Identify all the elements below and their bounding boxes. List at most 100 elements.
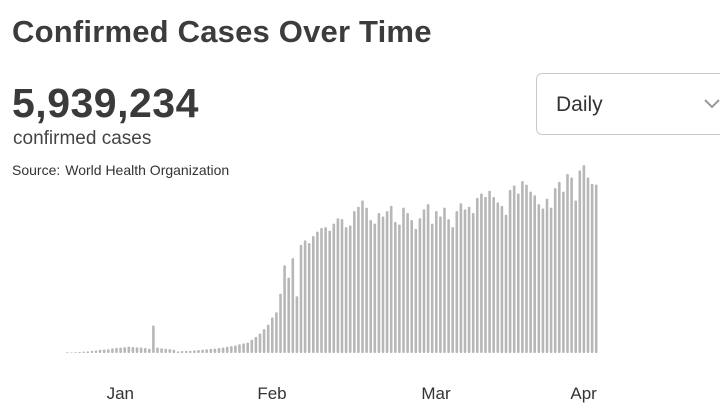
x-tick-label: Mar bbox=[421, 384, 451, 403]
bar bbox=[476, 197, 479, 353]
bar bbox=[385, 211, 389, 353]
bar bbox=[250, 339, 254, 353]
bar bbox=[320, 228, 323, 353]
period-dropdown[interactable]: Daily bbox=[536, 73, 720, 135]
bar bbox=[504, 214, 508, 353]
bar bbox=[549, 207, 553, 353]
bar bbox=[574, 200, 577, 353]
bar bbox=[348, 225, 352, 353]
bar bbox=[316, 231, 319, 353]
bar bbox=[377, 212, 381, 353]
bar bbox=[488, 190, 491, 353]
bar bbox=[439, 216, 442, 353]
bar bbox=[86, 351, 90, 353]
bar bbox=[500, 205, 504, 353]
bar bbox=[566, 173, 569, 353]
bar bbox=[381, 216, 385, 353]
bar bbox=[242, 343, 245, 353]
bar bbox=[246, 342, 249, 353]
bar bbox=[459, 203, 463, 353]
bar bbox=[168, 349, 172, 353]
bar bbox=[394, 221, 397, 353]
chevron-down-icon bbox=[704, 99, 720, 109]
bar bbox=[262, 329, 266, 353]
bar bbox=[152, 325, 155, 353]
bar bbox=[271, 317, 274, 353]
bar bbox=[115, 347, 118, 353]
bar bbox=[328, 230, 331, 353]
page-title: Confirmed Cases Over Time bbox=[12, 14, 432, 49]
x-tick-labels: Jan Feb Mar Apr bbox=[107, 384, 598, 403]
bar bbox=[180, 351, 184, 353]
bar bbox=[471, 212, 475, 353]
bar bbox=[389, 205, 393, 353]
bar bbox=[164, 348, 167, 353]
bar bbox=[484, 197, 487, 353]
bar bbox=[234, 345, 237, 353]
bar bbox=[98, 349, 102, 353]
period-dropdown-value: Daily bbox=[556, 93, 603, 116]
bar bbox=[586, 177, 590, 353]
bar bbox=[463, 209, 467, 353]
bars-group bbox=[66, 165, 598, 354]
bar bbox=[344, 227, 348, 353]
bar bbox=[102, 349, 106, 353]
bar bbox=[156, 347, 159, 353]
bar bbox=[82, 351, 85, 353]
bar bbox=[119, 347, 122, 353]
bar bbox=[176, 351, 180, 353]
bar bbox=[193, 350, 196, 353]
bar bbox=[201, 349, 204, 353]
bar bbox=[283, 265, 286, 353]
bar bbox=[189, 350, 192, 353]
bar bbox=[66, 352, 69, 353]
bar bbox=[410, 220, 413, 353]
x-tick-label: Jan bbox=[107, 384, 134, 403]
bar bbox=[287, 277, 290, 353]
bar bbox=[213, 348, 217, 353]
bar bbox=[582, 165, 586, 353]
bar bbox=[324, 227, 327, 353]
bar bbox=[361, 200, 364, 353]
bar bbox=[107, 349, 110, 353]
bar bbox=[430, 223, 434, 353]
bar bbox=[406, 212, 409, 353]
bar bbox=[426, 204, 430, 353]
bar bbox=[435, 211, 438, 353]
bar bbox=[266, 324, 270, 353]
bar bbox=[451, 227, 454, 353]
bar bbox=[197, 349, 200, 353]
bar bbox=[238, 344, 241, 353]
bar bbox=[562, 191, 565, 353]
bar bbox=[365, 207, 368, 353]
bar bbox=[225, 346, 229, 353]
bar bbox=[447, 219, 450, 353]
bar bbox=[455, 211, 459, 353]
bar bbox=[558, 181, 561, 353]
bar bbox=[209, 348, 213, 353]
bar bbox=[135, 347, 139, 353]
bar bbox=[422, 209, 426, 353]
bar bbox=[70, 352, 73, 354]
bar bbox=[279, 293, 282, 353]
bar bbox=[332, 223, 336, 353]
bar bbox=[541, 208, 545, 353]
bar bbox=[143, 348, 147, 353]
bar bbox=[480, 193, 483, 353]
bar bbox=[418, 218, 422, 353]
bar bbox=[291, 258, 295, 353]
source-label: Source: bbox=[12, 162, 61, 178]
bar bbox=[74, 352, 77, 353]
bar bbox=[139, 347, 143, 353]
bar bbox=[336, 218, 340, 353]
bar bbox=[221, 347, 225, 353]
bar bbox=[299, 244, 303, 353]
bar bbox=[312, 236, 315, 353]
total-count: 5,939,234 bbox=[12, 80, 199, 126]
bar bbox=[414, 228, 418, 353]
bar bbox=[594, 184, 598, 353]
bar bbox=[275, 312, 278, 353]
bar bbox=[123, 347, 126, 353]
bar bbox=[512, 185, 516, 353]
bar bbox=[217, 348, 221, 353]
